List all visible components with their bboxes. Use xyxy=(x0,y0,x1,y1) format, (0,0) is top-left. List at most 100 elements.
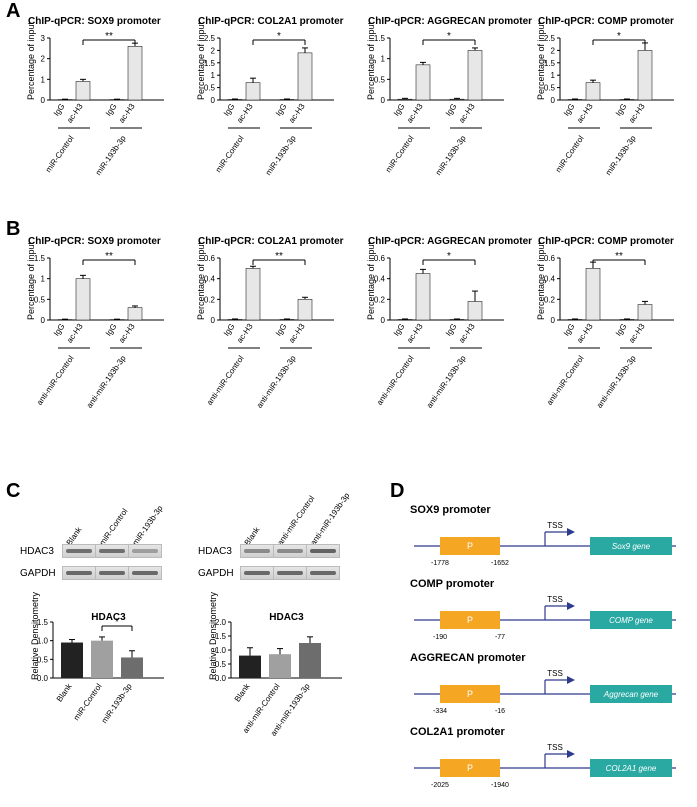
svg-text:anti-miR-193b-3p: anti-miR-193b-3p xyxy=(255,354,298,410)
blot-row: HDAC3 xyxy=(20,544,162,558)
svg-text:IgG: IgG xyxy=(274,322,289,338)
svg-text:ac-H3: ac-H3 xyxy=(117,102,137,125)
svg-text:0: 0 xyxy=(551,316,556,325)
svg-text:IgG: IgG xyxy=(392,102,407,118)
blot-label: HDAC3 xyxy=(198,546,240,557)
densitometry-chart: HDAC30.00.51.01.5*BlankmiR-ControlmiR-19… xyxy=(25,610,170,792)
chip-chart: 00.20.40.6**IgGac-H3IgGac-H3anti-miR-Con… xyxy=(190,250,340,458)
chart-title: ChIP-qPCR: COL2A1 promoter xyxy=(198,236,344,247)
svg-text:IgG: IgG xyxy=(614,102,629,118)
svg-text:IgG: IgG xyxy=(222,322,237,338)
blot-col-header: miR-193b-3p xyxy=(131,504,165,547)
svg-text:*: * xyxy=(277,31,281,42)
blot-band xyxy=(241,545,274,557)
svg-text:Aggrecan gene: Aggrecan gene xyxy=(603,690,659,699)
svg-text:-77: -77 xyxy=(495,634,505,641)
blot-col-header: miR-Control xyxy=(98,507,130,547)
svg-text:IgG: IgG xyxy=(104,322,119,338)
svg-text:1: 1 xyxy=(41,275,46,284)
chip-chart: 0123**IgGac-H3IgGac-H3miR-ControlmiR-193… xyxy=(20,30,170,238)
blot-label: GAPDH xyxy=(198,568,240,579)
svg-text:TSS: TSS xyxy=(547,669,563,678)
y-axis-label: Percentage of input xyxy=(366,22,376,100)
svg-text:**: ** xyxy=(275,251,283,262)
svg-text:*: * xyxy=(447,251,451,262)
promoter-title: COL2A1 promoter xyxy=(410,726,680,738)
svg-text:ac-H3: ac-H3 xyxy=(235,102,255,125)
svg-text:0: 0 xyxy=(211,96,216,105)
svg-text:**: ** xyxy=(105,251,113,262)
svg-text:-334: -334 xyxy=(433,708,447,715)
svg-text:**: ** xyxy=(615,251,623,262)
chart-title: ChIP-qPCR: AGGRECAN promoter xyxy=(368,236,532,247)
svg-text:1: 1 xyxy=(211,71,216,80)
svg-text:-1778: -1778 xyxy=(431,560,449,567)
svg-text:IgG: IgG xyxy=(392,322,407,338)
svg-text:anti-miR-Control: anti-miR-Control xyxy=(375,354,416,407)
blot-row: GAPDH xyxy=(20,566,162,580)
chart-title: ChIP-qPCR: AGGRECAN promoter xyxy=(368,16,532,27)
promoter-title: COMP promoter xyxy=(410,578,680,590)
chip-chart-svg: 00.20.40.6*IgGac-H3IgGac-H3anti-miR-Cont… xyxy=(360,250,510,458)
svg-text:TSS: TSS xyxy=(547,743,563,752)
svg-text:ac-H3: ac-H3 xyxy=(575,322,595,345)
y-axis-label: Percentage of input xyxy=(366,242,376,320)
svg-text:IgG: IgG xyxy=(562,322,577,338)
y-axis-label: Relative Densitometry xyxy=(208,592,218,680)
svg-text:IgG: IgG xyxy=(444,322,459,338)
svg-text:Blank: Blank xyxy=(233,681,252,703)
svg-text:ac-H3: ac-H3 xyxy=(65,322,85,345)
y-axis-label: Percentage of input xyxy=(26,22,36,100)
svg-text:*: * xyxy=(115,617,119,628)
svg-text:miR-Control: miR-Control xyxy=(214,134,246,174)
chip-chart-svg: 0123**IgGac-H3IgGac-H3miR-ControlmiR-193… xyxy=(20,30,170,238)
svg-text:ac-H3: ac-H3 xyxy=(405,322,425,345)
svg-text:ac-H3: ac-H3 xyxy=(235,322,255,345)
chip-chart-svg: 00.511.522.5*IgGac-H3IgGac-H3miR-Control… xyxy=(530,30,680,238)
svg-text:ac-H3: ac-H3 xyxy=(405,102,425,125)
svg-text:0: 0 xyxy=(41,96,46,105)
svg-text:-2025: -2025 xyxy=(431,782,449,789)
blot-band xyxy=(129,567,161,579)
densitometry-chart: HDAC30.00.51.01.52.0Blankanti-miR-Contro… xyxy=(203,610,348,792)
promoter-diagram: COL2A1 promoterP-2025-1940TSSCOL2A1 gene xyxy=(410,726,680,798)
svg-text:ac-H3: ac-H3 xyxy=(627,322,647,345)
chip-chart-svg: 00.511.522.5*IgGac-H3IgGac-H3miR-Control… xyxy=(190,30,340,238)
panel-label-c: C xyxy=(6,480,20,503)
svg-text:miR-Control: miR-Control xyxy=(72,682,104,722)
svg-text:anti-miR-Control: anti-miR-Control xyxy=(205,354,246,407)
svg-text:Blank: Blank xyxy=(55,681,74,703)
svg-text:TSS: TSS xyxy=(547,595,563,604)
svg-text:P: P xyxy=(467,689,473,699)
chart-title: ChIP-qPCR: COL2A1 promoter xyxy=(198,16,344,27)
svg-text:HDAC3: HDAC3 xyxy=(269,612,304,623)
blot-band xyxy=(63,545,96,557)
svg-text:ac-H3: ac-H3 xyxy=(575,102,595,125)
y-axis-label: Percentage of input xyxy=(536,242,546,320)
promoter-diagram: SOX9 promoterP-1778-1652TSSSox9 gene xyxy=(410,504,680,576)
svg-text:miR-193b-3p: miR-193b-3p xyxy=(94,134,128,177)
chip-chart: 00.20.40.6*IgGac-H3IgGac-H3anti-miR-Cont… xyxy=(360,250,510,458)
svg-text:0: 0 xyxy=(381,316,386,325)
svg-text:IgG: IgG xyxy=(52,102,67,118)
svg-text:anti-miR-Control: anti-miR-Control xyxy=(545,354,586,407)
blot-band xyxy=(307,545,339,557)
svg-text:IgG: IgG xyxy=(104,102,119,118)
svg-text:0: 0 xyxy=(211,316,216,325)
blot-row: GAPDH xyxy=(198,566,340,580)
y-axis-label: Percentage of input xyxy=(26,242,36,320)
svg-text:IgG: IgG xyxy=(222,102,237,118)
svg-text:anti-miR-193b-3p: anti-miR-193b-3p xyxy=(85,354,128,410)
svg-text:TSS: TSS xyxy=(547,521,563,530)
svg-text:2: 2 xyxy=(551,46,556,55)
blot-band xyxy=(96,567,129,579)
blot-band xyxy=(129,545,161,557)
svg-text:miR-Control: miR-Control xyxy=(554,134,586,174)
svg-text:anti-miR-193b-3p: anti-miR-193b-3p xyxy=(425,354,468,410)
blot-band xyxy=(274,545,307,557)
y-axis-label: Percentage of input xyxy=(196,242,206,320)
svg-text:IgG: IgG xyxy=(562,102,577,118)
svg-text:IgG: IgG xyxy=(444,102,459,118)
svg-text:1: 1 xyxy=(381,55,386,64)
svg-text:miR-193b-3p: miR-193b-3p xyxy=(604,134,638,177)
